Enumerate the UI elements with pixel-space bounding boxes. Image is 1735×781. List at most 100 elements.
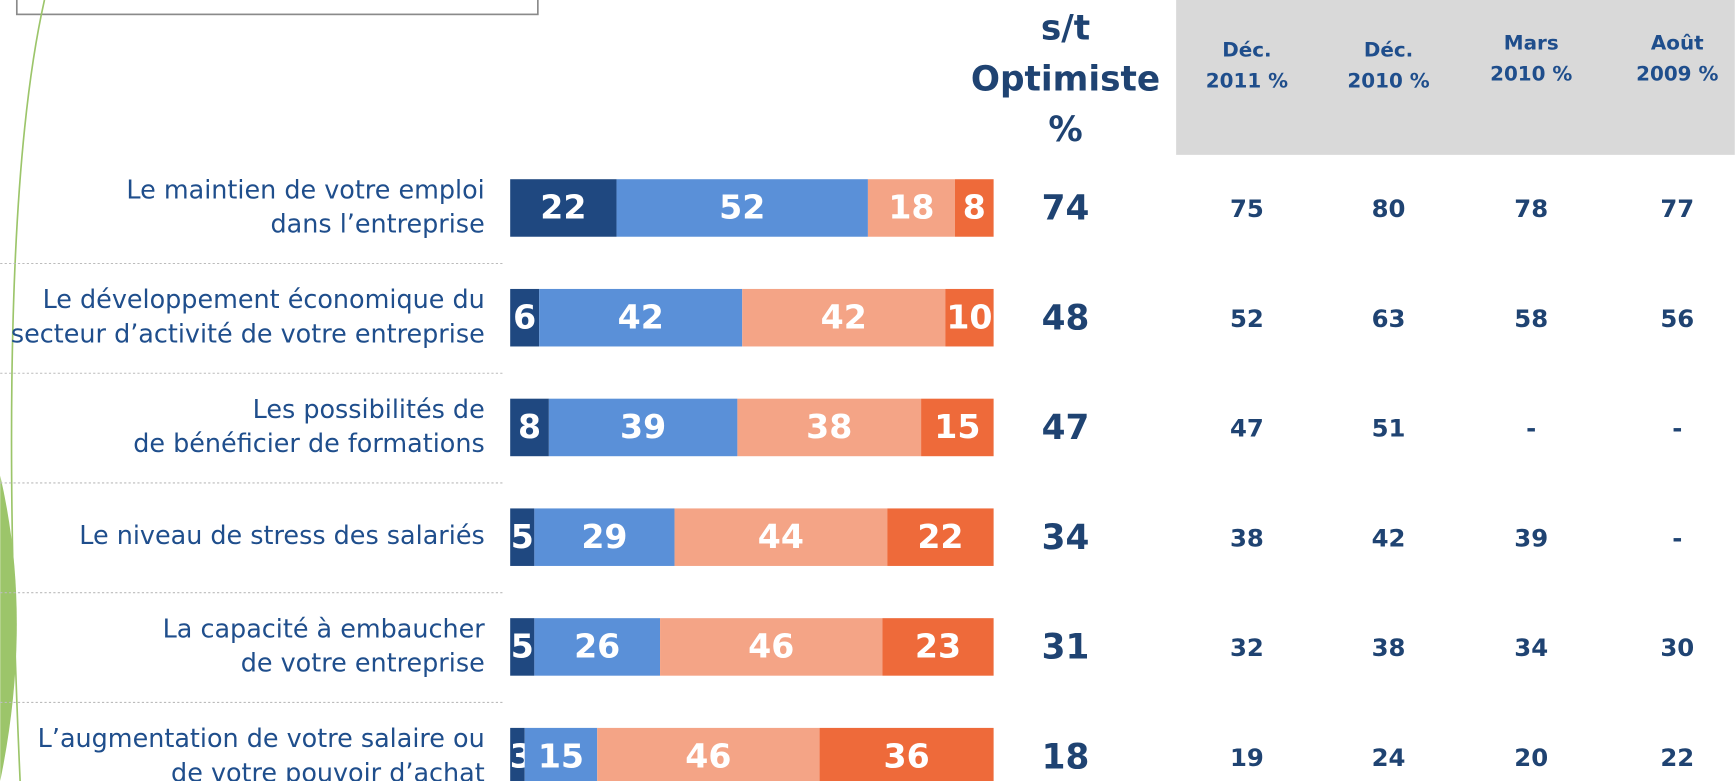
bar-segment — [534, 508, 675, 566]
column-header: 2010 % — [1490, 63, 1572, 86]
bar-value-label: 5 — [511, 627, 534, 666]
bar-segment — [819, 727, 994, 781]
history-value: - — [1526, 414, 1536, 443]
bar-segment — [510, 179, 617, 237]
history-value: - — [1672, 414, 1682, 443]
bar-segment — [510, 398, 549, 457]
history-value: 38 — [1372, 633, 1406, 662]
bar-value-label: 39 — [620, 407, 666, 446]
bar-segment — [954, 179, 994, 237]
bar-value-label: 42 — [618, 297, 664, 336]
bar-value-label: 36 — [884, 736, 930, 775]
column-header: % — [1048, 110, 1082, 150]
optimist-value: 48 — [1042, 298, 1090, 338]
category-label: Le développement économique du — [43, 284, 485, 314]
history-value: 47 — [1230, 414, 1264, 443]
history-value: 38 — [1230, 523, 1264, 552]
category-label: de votre pouvoir d’achat — [171, 757, 485, 781]
bar-value-label: 22 — [917, 517, 963, 556]
history-value: 32 — [1230, 633, 1264, 662]
category-label: Le maintien de votre emploi — [126, 174, 484, 204]
history-value: 39 — [1514, 523, 1548, 552]
history-value: 56 — [1660, 304, 1694, 333]
history-value: 24 — [1372, 743, 1406, 772]
bar-value-label: 18 — [888, 188, 934, 227]
history-value: 80 — [1372, 194, 1406, 223]
bar-segment — [887, 508, 994, 566]
bar-segment — [921, 398, 994, 457]
history-value: 19 — [1230, 743, 1264, 772]
history-value: - — [1672, 523, 1682, 552]
history-value: 42 — [1372, 523, 1406, 552]
history-value: 78 — [1514, 194, 1548, 223]
bar-segment — [660, 618, 883, 676]
column-header: 2011 % — [1206, 69, 1288, 92]
category-label: La capacité à embaucher — [163, 613, 486, 643]
bar-segment — [737, 398, 922, 457]
header-band — [1176, 0, 1735, 155]
bar-value-label: 8 — [963, 188, 986, 227]
title-box — [15, 0, 539, 16]
column-header: Déc. — [1364, 38, 1413, 61]
bar-value-label: 15 — [538, 736, 584, 775]
optimist-value: 18 — [1042, 737, 1090, 777]
category-label: Le niveau de stress des salariés — [79, 520, 484, 550]
bar-segment — [867, 179, 955, 237]
category-label: secteur d’activité de votre entreprise — [11, 318, 485, 348]
decoration-line — [10, 0, 46, 781]
category-label: Les possibilités de — [253, 394, 485, 424]
column-header: Déc. — [1222, 38, 1271, 61]
history-value: 63 — [1372, 304, 1406, 333]
bar-segment — [534, 618, 661, 676]
bar-value-label: 22 — [540, 188, 586, 227]
history-value: 51 — [1372, 414, 1406, 443]
bar-segment — [597, 727, 820, 781]
bar-segment — [882, 618, 994, 676]
bar-segment — [548, 398, 738, 457]
history-value: 30 — [1660, 633, 1694, 662]
bar-value-label: 46 — [748, 627, 794, 666]
bar-value-label: 44 — [758, 517, 804, 556]
optimist-value: 31 — [1042, 628, 1090, 668]
history-value: 52 — [1230, 304, 1264, 333]
bar-value-label: 6 — [513, 297, 536, 336]
bar-value-label: 5 — [511, 517, 534, 556]
bar-segment — [510, 288, 540, 347]
bar-value-label: 23 — [915, 627, 961, 666]
history-value: 22 — [1660, 743, 1694, 772]
category-label: de votre entreprise — [241, 648, 485, 678]
column-header: s/t — [1041, 8, 1090, 48]
history-value: 34 — [1514, 633, 1548, 662]
bar-segment — [510, 508, 535, 566]
bar-value-label: 46 — [685, 736, 731, 775]
bar-value-label: 26 — [574, 627, 620, 666]
history-value: 20 — [1514, 743, 1548, 772]
bar-value-label: 10 — [946, 297, 992, 336]
history-value: 58 — [1514, 304, 1548, 333]
category-label: dans l’entreprise — [271, 209, 485, 239]
column-header: Août — [1651, 32, 1704, 55]
bar-segment — [674, 508, 888, 566]
history-value: 75 — [1230, 194, 1264, 223]
bar-value-label: 38 — [806, 407, 852, 446]
category-label: L’augmentation de votre salaire ou — [38, 723, 485, 753]
optimist-value: 47 — [1042, 408, 1090, 448]
column-header: Mars — [1504, 32, 1559, 55]
bar-segment — [742, 288, 946, 347]
column-header: Optimiste — [971, 59, 1160, 99]
bar-segment — [510, 618, 535, 676]
column-header: 2009 % — [1636, 63, 1718, 86]
bar-value-label: 52 — [719, 188, 765, 227]
history-value: 77 — [1660, 194, 1694, 223]
bar-segment — [945, 288, 994, 347]
bar-value-label: 29 — [581, 517, 627, 556]
column-header: 2010 % — [1347, 69, 1429, 92]
bar-segment — [510, 727, 525, 781]
optimist-value: 34 — [1042, 518, 1090, 558]
bar-segment — [539, 288, 743, 347]
category-label: de bénéficier de formations — [133, 428, 484, 458]
bar-value-label: 42 — [821, 297, 867, 336]
bar-segment — [616, 179, 868, 237]
